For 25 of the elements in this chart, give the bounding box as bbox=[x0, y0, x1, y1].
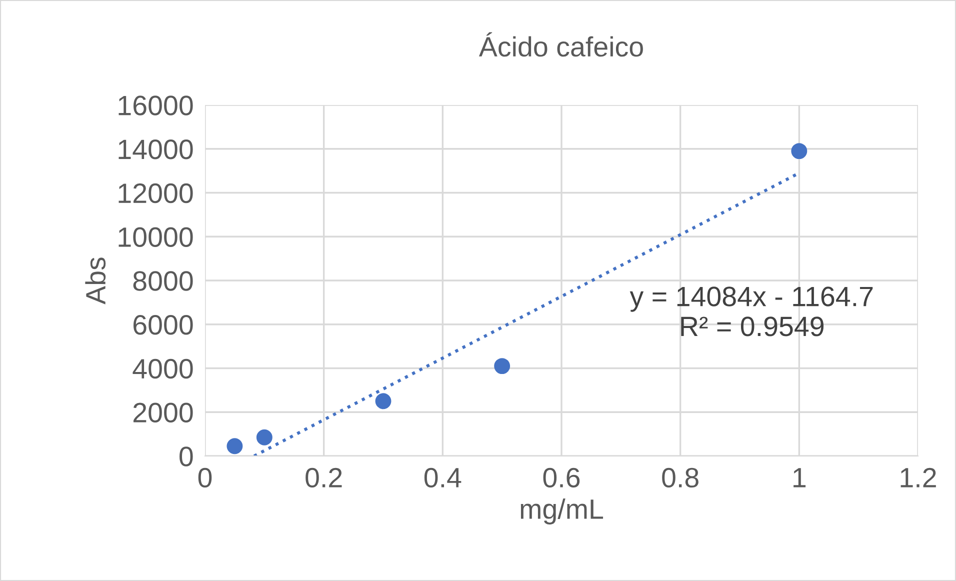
point bbox=[226, 438, 243, 454]
y-tick-label: 6000 bbox=[134, 315, 193, 335]
y-axis-title: Abs bbox=[85, 258, 106, 304]
y-tick-label: 0 bbox=[180, 446, 193, 466]
y-tick-label: 12000 bbox=[118, 183, 193, 204]
x-tick-label: 0.2 bbox=[306, 468, 342, 488]
y-tick-label: 8000 bbox=[133, 271, 193, 291]
x-tick-label: 0.4 bbox=[424, 468, 462, 488]
y-tick-label: 4000 bbox=[132, 358, 193, 379]
point bbox=[494, 358, 510, 374]
point bbox=[791, 143, 808, 160]
annotation: y = 14084x - 1164.7 R² = 0.9549 bbox=[630, 286, 873, 336]
point bbox=[375, 393, 392, 410]
x-tick-label: 0.8 bbox=[662, 468, 698, 488]
x-tick-label: 0 bbox=[198, 468, 212, 488]
chart-title: Ácido cafeico bbox=[478, 32, 643, 57]
point bbox=[256, 429, 272, 446]
y-tick-label: 2000 bbox=[134, 402, 193, 422]
x-tick-label: 0.6 bbox=[543, 468, 580, 488]
x-axis-title: mg/mL bbox=[520, 498, 604, 524]
x-tick-label: 1 bbox=[794, 468, 806, 488]
y-tick-label: 14000 bbox=[118, 140, 193, 160]
y-tick-label: 16000 bbox=[118, 96, 193, 116]
y-tick-label: 10000 bbox=[118, 227, 193, 247]
x-tick-label: 1.2 bbox=[900, 468, 936, 488]
